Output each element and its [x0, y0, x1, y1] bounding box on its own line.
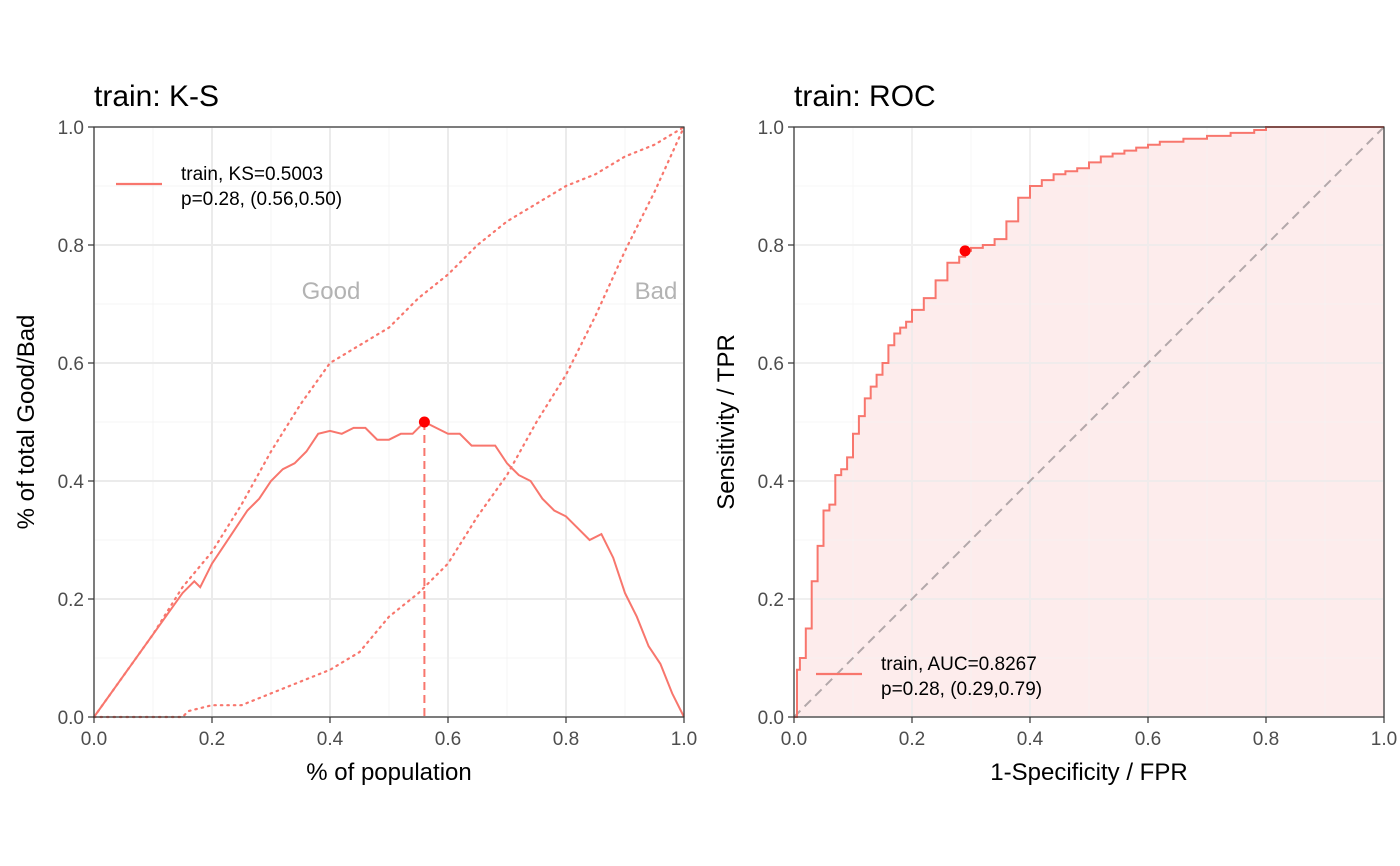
ks-x-tick-label: 1.0 [671, 729, 697, 750]
bad-cumulative-curve [92, 125, 686, 719]
bad-annotation: Bad [635, 278, 678, 305]
ks-x-axis-title: % of population [306, 759, 471, 786]
roc-curve [794, 126, 1384, 718]
roc-legend-label-2: p=0.28, (0.29,0.79) [881, 679, 1042, 700]
roc-x-tick-label: 0.6 [1135, 729, 1161, 750]
roc-chart-title: train: ROC [794, 80, 936, 113]
roc-axis-ticks: 0.0 0.2 0.4 0.6 0.8 1.0 0.0 0.2 0.4 0.6 0.8 1.0 [758, 118, 1398, 750]
good-annotation: Good [302, 278, 361, 305]
roc-x-tick-label: 0.0 [781, 729, 807, 750]
ks-panel-border [93, 126, 685, 718]
roc-y-axis-title: Sensitivity / TPR [713, 334, 740, 510]
roc-x-tick-label: 0.4 [1017, 729, 1044, 750]
ks-plot-area [92, 125, 686, 719]
roc-legend-label-1: train, AUC=0.8267 [881, 654, 1037, 675]
ks-panel: train: K-S 0.0 0.2 0.4 0.6 0.8 1.00.00.20.40.… [13, 80, 697, 786]
roc-x-tick-label: 1.0 [1371, 729, 1397, 750]
ks-x-tick-label: 0.0 [81, 729, 107, 750]
roc-x-tick-label: 0.2 [899, 729, 925, 750]
roc-y-tick-label: 0.6 [758, 354, 784, 375]
roc-plot-area [793, 126, 1385, 718]
roc-y-tick-label: 0.0 [758, 708, 784, 729]
ks-y-tick-label: 0.8 [58, 236, 84, 257]
ks-y-tick-label: 0.6 [58, 354, 84, 375]
roc-optimal-point [959, 245, 971, 257]
ks-y-tick-label: 0.4 [58, 472, 85, 493]
ks-x-tick-label: 0.4 [317, 729, 344, 750]
roc-y-tick-label: 0.8 [758, 236, 784, 257]
ks-grid [93, 126, 685, 718]
roc-panel: train: ROC 0.0 0.2 0.4 0.6 0.8 1.00.00.20.40.… [713, 80, 1397, 786]
ks-legend-label-1: train, KS=0.5003 [181, 164, 323, 185]
roc-x-tick-label: 0.8 [1253, 729, 1279, 750]
roc-y-tick-label: 0.4 [758, 472, 785, 493]
ks-x-tick-label: 0.8 [553, 729, 579, 750]
ks-x-tick-label: 0.2 [199, 729, 225, 750]
ks-y-axis-title: % of total Good/Bad [13, 315, 40, 530]
roc-y-tick-label: 0.2 [758, 590, 784, 611]
ks-axis-ticks: 0.0 0.2 0.4 0.6 0.8 1.0 0.0 0.2 0.4 0.6 0.8 1.0 [58, 118, 698, 750]
ks-y-tick-label: 0.2 [58, 590, 84, 611]
roc-panel-border [793, 126, 1385, 718]
roc-legend: train, AUC=0.8267 p=0.28, (0.29,0.79) [816, 654, 1042, 700]
ks-chart-title: train: K-S [94, 80, 219, 113]
roc-diagonal-reference-line [793, 126, 1385, 718]
roc-y-tick-label: 1.0 [758, 118, 784, 139]
ks-legend-label-2: p=0.28, (0.56,0.50) [181, 189, 342, 210]
ks-y-tick-label: 0.0 [58, 708, 84, 729]
good-cumulative-curve [92, 125, 686, 719]
ks-curve [93, 420, 685, 718]
ks-y-tick-label: 1.0 [58, 118, 84, 139]
ks-max-point [418, 416, 430, 428]
roc-grid [793, 126, 1385, 718]
roc-x-axis-title: 1-Specificity / FPR [990, 759, 1187, 786]
ks-x-tick-label: 0.6 [435, 729, 461, 750]
ks-legend: train, KS=0.5003 p=0.28, (0.56,0.50) [116, 164, 342, 210]
